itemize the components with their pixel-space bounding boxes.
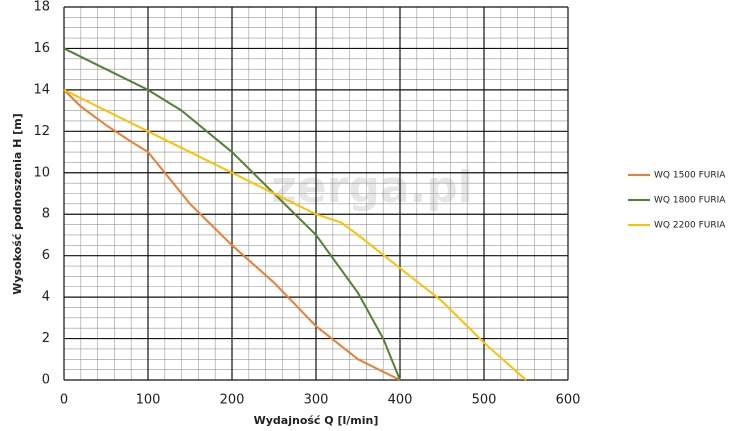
y-tick-label: 6 [42, 248, 50, 263]
data-line [63, 88, 527, 381]
y-tick-label: 2 [42, 331, 50, 346]
y-axis-title: Wysokość podnoszenia H [m] [11, 113, 24, 294]
legend-label: WQ 1800 FURIA [654, 196, 726, 206]
y-tick-label: 8 [42, 207, 50, 222]
legend-label: WQ 2200 FURIA [654, 221, 726, 231]
x-tick-label: 300 [304, 393, 329, 408]
legend: WQ 1500 FURIA WQ 1800 FURIA WQ 2200 FURIA [628, 171, 726, 231]
y-tick-label: 18 [33, 0, 50, 15]
data-line [63, 89, 401, 381]
watermark: zerga.pl [271, 162, 473, 213]
x-tick-label: 400 [388, 393, 413, 408]
legend-label: WQ 1500 FURIA [654, 171, 726, 181]
x-tick-label: 200 [220, 393, 245, 408]
y-tick-label: 14 [33, 82, 50, 97]
x-tick-label: 600 [556, 393, 581, 408]
x-tick-label: 0 [60, 393, 68, 408]
y-tick-label: 10 [33, 165, 50, 180]
x-tick-label: 500 [472, 393, 497, 408]
y-tick-label: 12 [33, 124, 50, 139]
x-tick-label: 100 [136, 393, 161, 408]
y-tick-label: 16 [33, 41, 50, 56]
y-tick-label: 4 [42, 290, 50, 305]
y-tick-label: 0 [42, 373, 50, 388]
data-line [63, 47, 401, 381]
x-axis-title: Wydajność Q [l/min] [254, 414, 379, 427]
